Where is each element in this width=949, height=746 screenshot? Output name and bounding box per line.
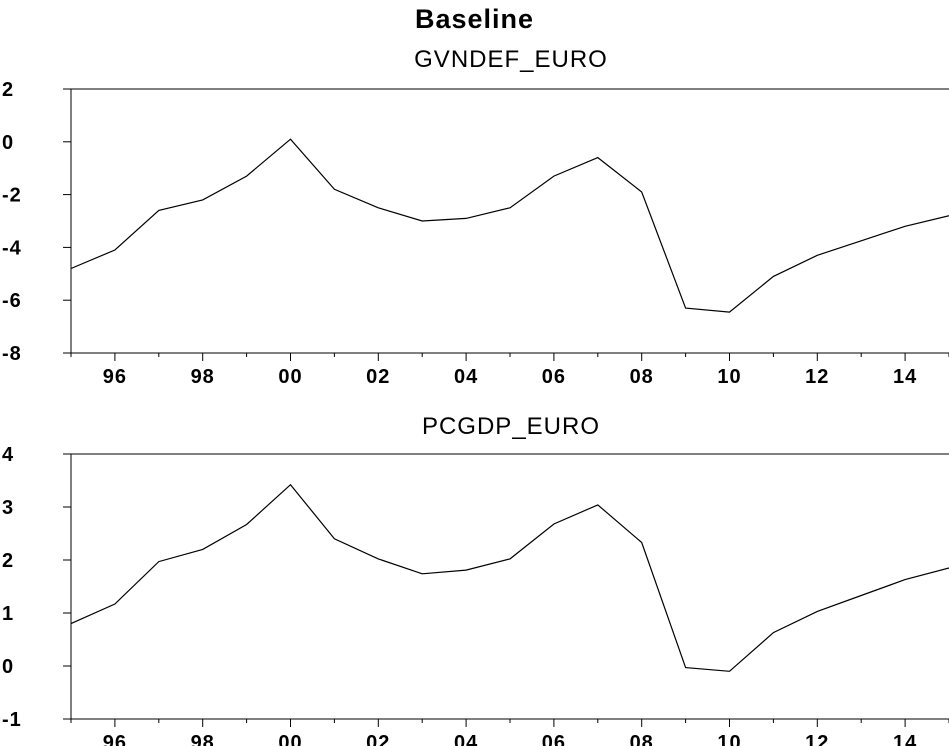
gvndef-euro-y-tick-label: 2 bbox=[2, 79, 14, 101]
pcgdp-euro-x-tick-label: 10 bbox=[717, 732, 741, 746]
pcgdp-euro-y-tick-label: 2 bbox=[2, 550, 14, 572]
gvndef-euro-x-tick-label: 04 bbox=[454, 366, 478, 388]
pcgdp-euro-y-tick-label: 0 bbox=[2, 656, 14, 678]
gvndef-euro-x-tick-label: 12 bbox=[805, 366, 829, 388]
pcgdp-euro-y-tick-label: 4 bbox=[2, 444, 14, 466]
gvndef-euro-x-tick-label: 98 bbox=[191, 366, 215, 388]
pcgdp-euro-x-tick-label: 04 bbox=[454, 732, 478, 746]
pcgdp-euro-series-line bbox=[70, 483, 949, 672]
gvndef-euro-y-tick-label: -2 bbox=[2, 185, 22, 207]
gvndef-euro-series-line bbox=[70, 138, 949, 313]
chart-main-title: Baseline bbox=[414, 4, 535, 34]
pcgdp-euro-x-tick-label: 98 bbox=[191, 732, 215, 746]
pcgdp-euro-x-tick-label: 08 bbox=[630, 732, 654, 746]
gvndef-euro-x-tick-label: 08 bbox=[630, 366, 654, 388]
gvndef-euro-x-tick-label: 06 bbox=[542, 366, 566, 388]
pcgdp-euro-title: PCGDP_EURO bbox=[422, 413, 600, 440]
gvndef-euro-y-tick-label: -6 bbox=[2, 290, 22, 312]
gvndef-euro-x-tick-label: 00 bbox=[278, 366, 302, 388]
gvndef-euro-x-tick-label: 14 bbox=[893, 366, 917, 388]
pcgdp-euro-x-tick-label: 14 bbox=[893, 732, 917, 746]
gvndef-euro-x-tick-label: 96 bbox=[103, 366, 127, 388]
pcgdp-euro-y-tick-label: 1 bbox=[2, 603, 14, 625]
pcgdp-euro-y-tick-label: -1 bbox=[2, 709, 22, 731]
pcgdp-euro-y-tick-label: 3 bbox=[2, 497, 14, 519]
pcgdp-euro-x-tick-label: 96 bbox=[103, 732, 127, 746]
pcgdp-euro-x-tick-label: 00 bbox=[278, 732, 302, 746]
gvndef-euro-y-tick-label: -8 bbox=[2, 343, 22, 365]
pcgdp-euro-x-tick-label: 06 bbox=[542, 732, 566, 746]
pcgdp-euro-x-tick-label: 02 bbox=[366, 732, 390, 746]
pcgdp-euro-x-tick-label: 12 bbox=[805, 732, 829, 746]
gvndef-euro-x-tick-label: 10 bbox=[717, 366, 741, 388]
gvndef-euro-title: GVNDEF_EURO bbox=[414, 46, 608, 73]
gvndef-euro-x-tick-label: 02 bbox=[366, 366, 390, 388]
gvndef-euro-y-tick-label: -4 bbox=[2, 237, 22, 259]
gvndef-euro-y-tick-label: 0 bbox=[2, 132, 14, 154]
gvndef-euro-panel: GVNDEF_EURO 2 0 -2 -4 -6 -8 96 98 00 02 04 06 08 10 12… bbox=[2, 46, 949, 388]
